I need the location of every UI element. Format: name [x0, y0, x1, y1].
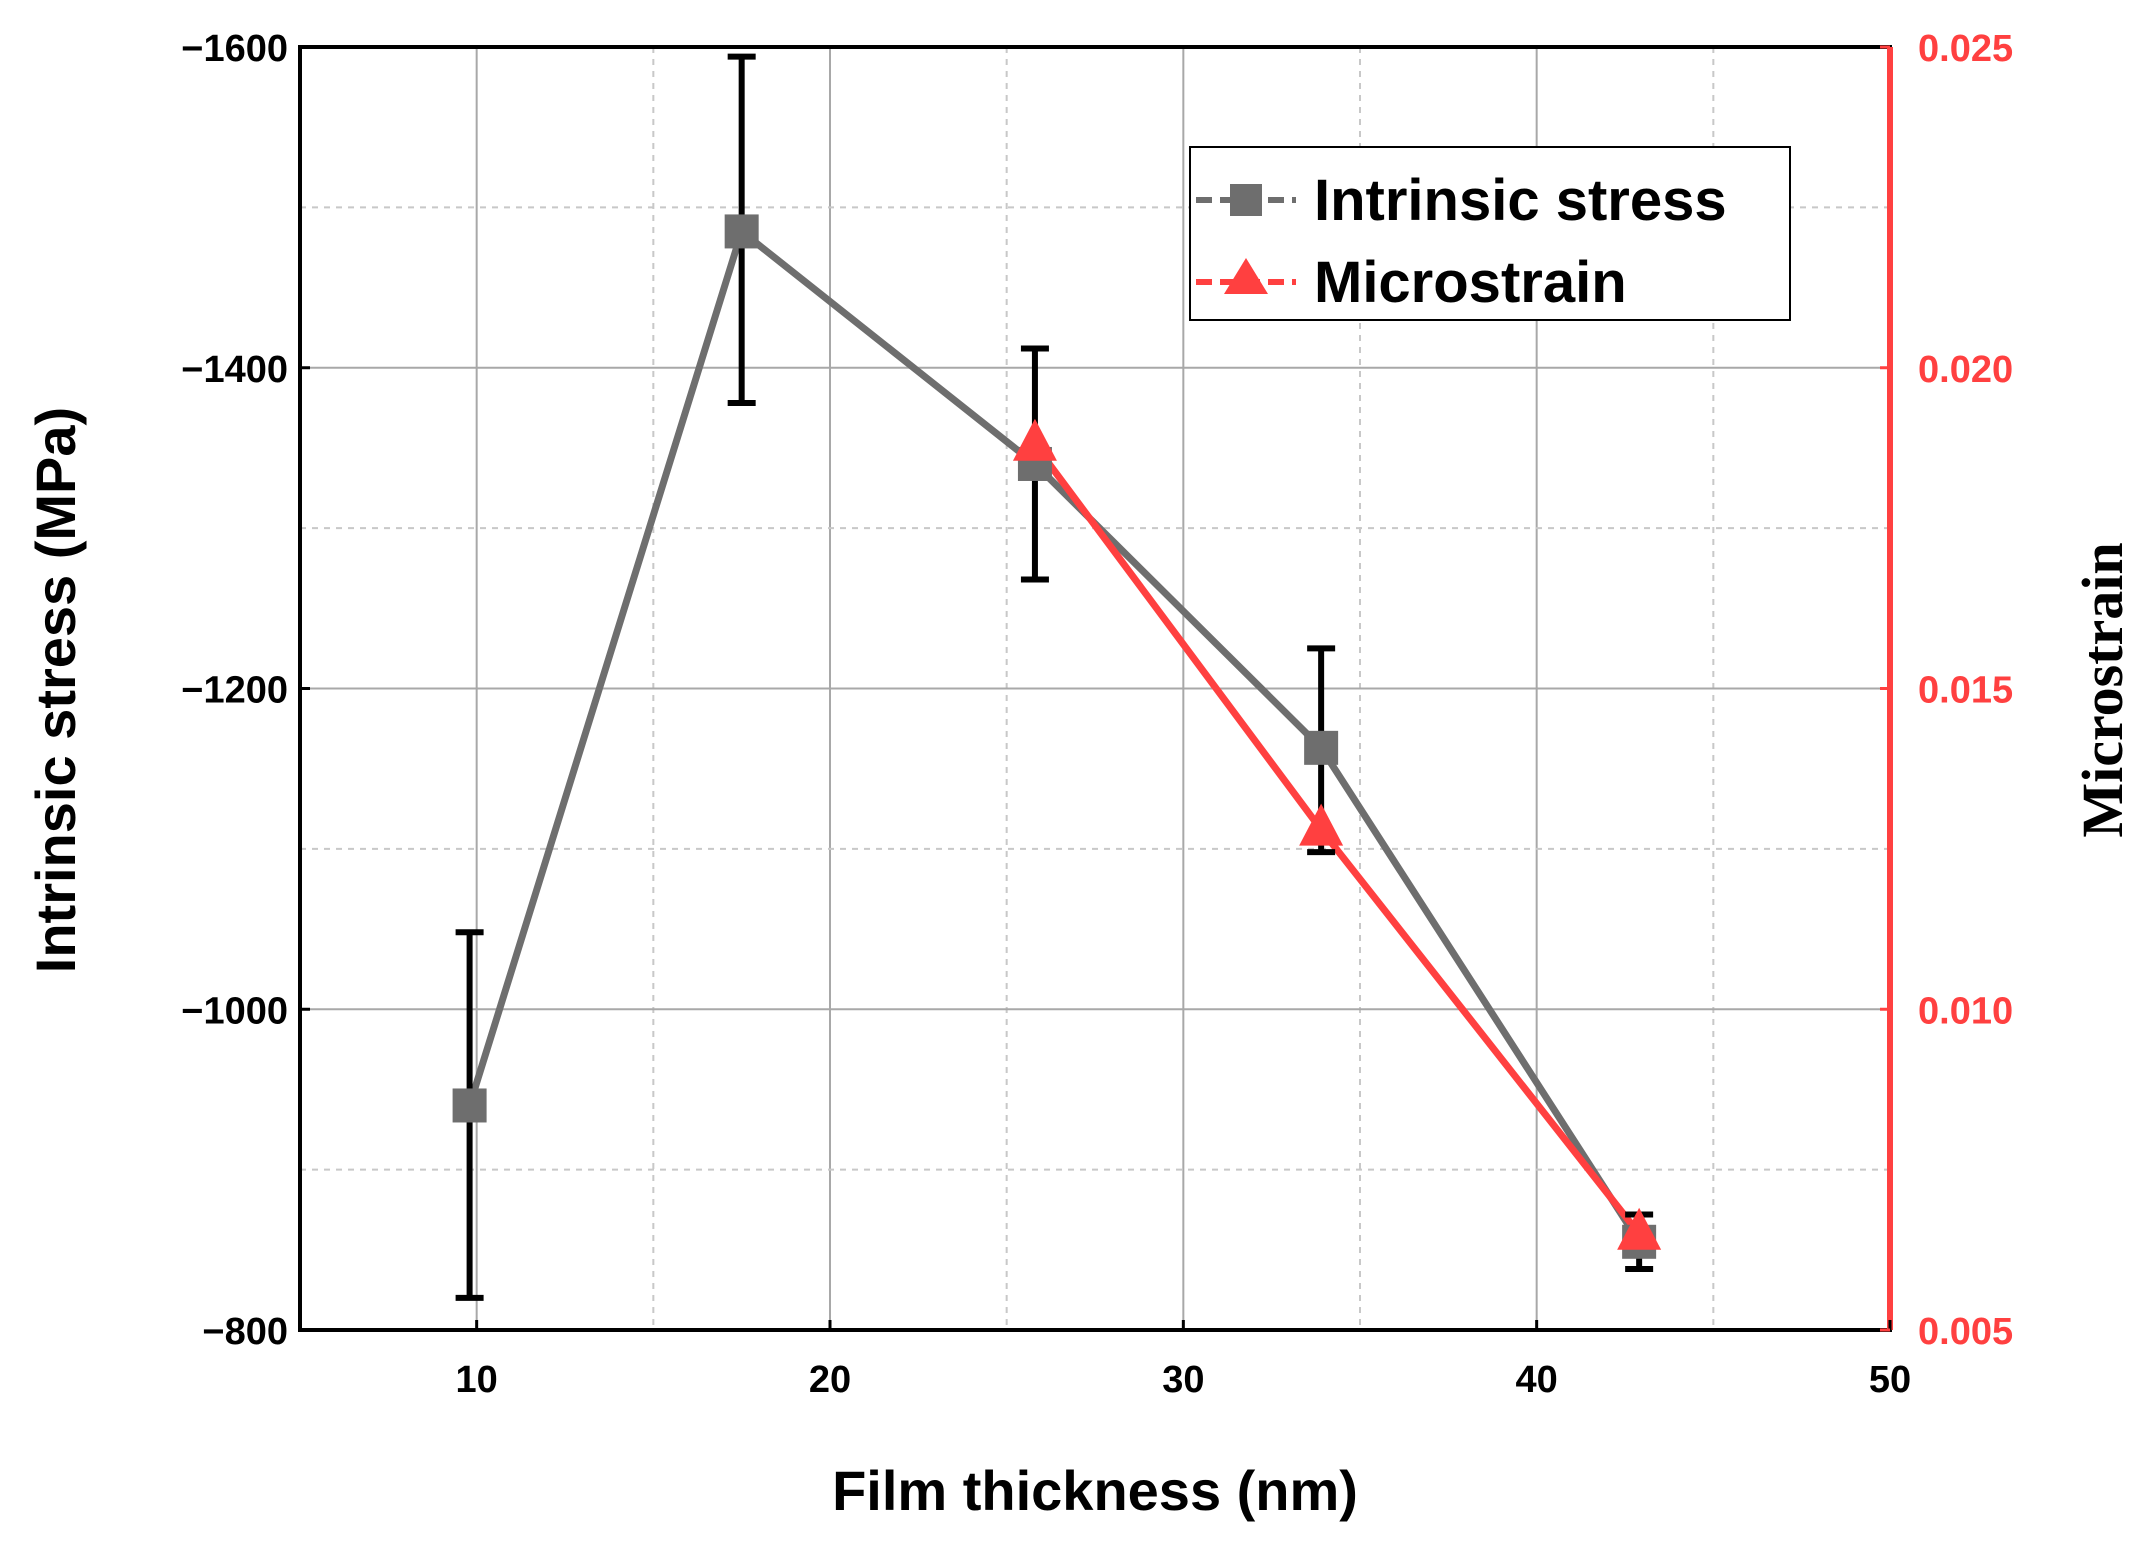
x-axis-title: Film thickness (nm) — [832, 1459, 1358, 1522]
y-tick-label: −1400 — [181, 349, 288, 391]
y2-tick-label: 0.005 — [1918, 1311, 2013, 1353]
legend-label-microstrain: Microstrain — [1314, 250, 1627, 315]
stress-series-line — [466, 225, 1643, 1244]
y2-tick-label: 0.025 — [1918, 28, 2013, 70]
y2-tick-label: 0.010 — [1918, 990, 2013, 1032]
axis-ticks: 10 20 30 40 50 −1600 −1400 −1200 −1000 −800 0.025 0… — [181, 28, 2013, 1401]
y-tick-label: −1600 — [181, 28, 288, 70]
legend-marker-triangle — [1224, 258, 1268, 294]
series-layer — [452, 53, 1662, 1301]
x-tick-label: 30 — [1162, 1359, 1204, 1401]
y2-tick-label: 0.015 — [1918, 670, 2013, 712]
x-tick-label: 50 — [1869, 1359, 1911, 1401]
y2-axis-title: Microstrain — [2070, 542, 2135, 837]
y-axis-title: Intrinsic stress (MPa) — [24, 407, 87, 973]
y-tick-label: −1000 — [181, 990, 288, 1032]
legend: Intrinsic stress Microstrain — [1189, 146, 1791, 321]
x-tick-label: 40 — [1516, 1359, 1558, 1401]
microstrain-point — [1012, 418, 1057, 461]
legend-box — [1189, 146, 1791, 321]
microstrain-point — [1299, 803, 1344, 846]
y2-tick-label: 0.020 — [1918, 349, 2013, 391]
stress-point — [1304, 730, 1339, 765]
microstrain-point — [1617, 1207, 1662, 1250]
legend-marker-square — [1230, 184, 1262, 216]
stress-point — [452, 1088, 487, 1123]
legend-label-stress: Intrinsic stress — [1314, 168, 1727, 233]
x-tick-label: 10 — [456, 1359, 498, 1401]
y-tick-label: −1200 — [181, 670, 288, 712]
y-tick-label: −800 — [202, 1311, 288, 1353]
stress-point — [724, 214, 759, 249]
x-tick-label: 20 — [809, 1359, 851, 1401]
